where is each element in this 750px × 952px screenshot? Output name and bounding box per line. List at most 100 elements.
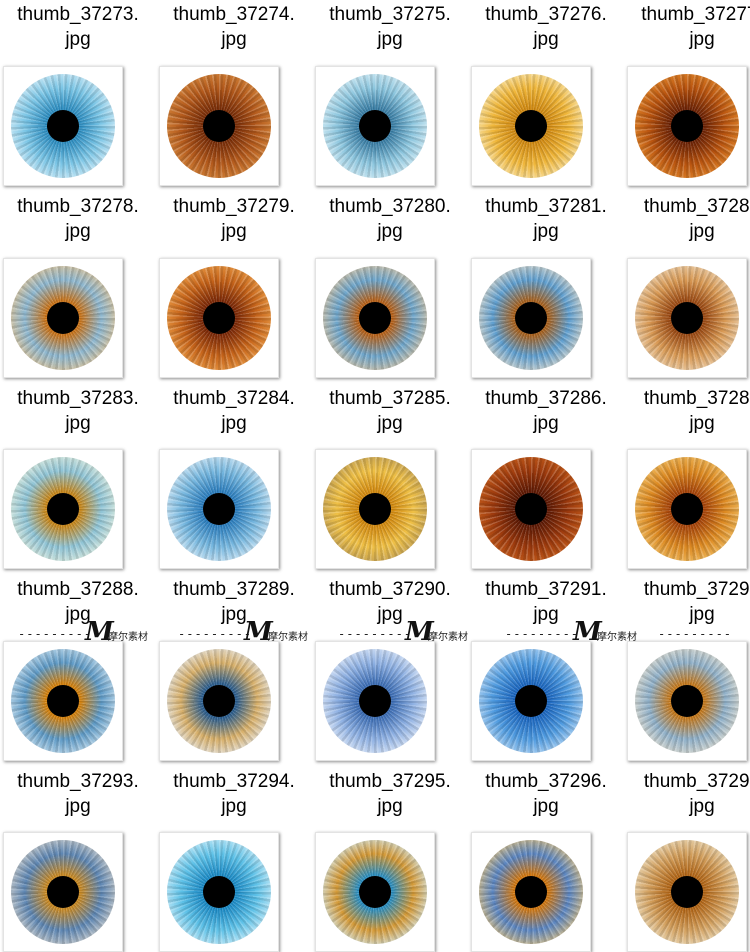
image-thumbnail[interactable]: [3, 641, 123, 761]
file-name-line1: thumb_37277.: [641, 4, 750, 25]
file-name-line2: jpg: [221, 29, 247, 50]
file-name-line2: jpg: [377, 221, 403, 242]
image-thumbnail[interactable]: [315, 832, 435, 952]
file-name-line1: thumb_37297: [643, 771, 750, 792]
pupil: [203, 493, 235, 525]
image-thumbnail[interactable]: [471, 641, 591, 761]
image-thumbnail[interactable]: [159, 832, 279, 952]
file-name-line2: jpg: [533, 604, 559, 625]
file-name-line2: jpg: [533, 796, 559, 817]
file-name-line2: jpg: [221, 796, 247, 817]
file-name-line1: thumb_37292: [643, 579, 750, 600]
pupil: [515, 876, 547, 908]
pupil: [515, 493, 547, 525]
file-name-line2: jpg: [533, 221, 559, 242]
pupil: [671, 110, 703, 142]
file-name-line1: thumb_37293.: [17, 771, 139, 792]
file-name-line1: thumb_37274.: [173, 4, 295, 25]
watermark-brand-text: 摩尔素材: [108, 632, 148, 643]
watermark-dashes: ---------: [505, 627, 580, 641]
file-name-line1: thumb_37280.: [329, 196, 451, 217]
image-thumbnail[interactable]: [315, 449, 435, 569]
pupil: [671, 685, 703, 717]
pupil: [47, 110, 79, 142]
pupil: [359, 110, 391, 142]
watermark-dashes: ---------: [178, 627, 253, 641]
image-thumbnail[interactable]: [315, 258, 435, 378]
file-name-line1: thumb_37281.: [485, 196, 607, 217]
pupil: [515, 302, 547, 334]
image-thumbnail[interactable]: [471, 258, 591, 378]
file-name-line1: thumb_37287: [643, 388, 750, 409]
image-thumbnail[interactable]: [627, 449, 747, 569]
watermark-brand-text: 摩尔素材: [268, 632, 308, 643]
pupil: [47, 302, 79, 334]
file-name-line1: thumb_37286.: [485, 388, 607, 409]
image-thumbnail[interactable]: [627, 832, 747, 952]
image-thumbnail[interactable]: [3, 258, 123, 378]
image-thumbnail[interactable]: [471, 449, 591, 569]
image-thumbnail[interactable]: [159, 258, 279, 378]
image-thumbnail[interactable]: [159, 66, 279, 186]
file-name-line1: thumb_37278.: [17, 196, 139, 217]
watermark-dashes: ---------: [658, 627, 733, 641]
file-name-line1: thumb_37275.: [329, 4, 451, 25]
pupil: [515, 685, 547, 717]
file-name-line2: jpg: [533, 413, 559, 434]
file-name-line2: jpg: [533, 29, 559, 50]
file-name-line2: jpg: [65, 221, 91, 242]
file-name-line1: thumb_37279.: [173, 196, 295, 217]
file-name-line1: thumb_37283.: [17, 388, 139, 409]
file-name-line1: thumb_37291.: [485, 579, 607, 600]
pupil: [671, 493, 703, 525]
image-thumbnail[interactable]: [627, 641, 747, 761]
image-thumbnail[interactable]: [159, 641, 279, 761]
image-thumbnail[interactable]: [471, 832, 591, 952]
pupil: [47, 876, 79, 908]
image-thumbnail[interactable]: [627, 258, 747, 378]
file-name-line2: jpg: [689, 796, 715, 817]
file-name-line2: jpg: [65, 604, 91, 625]
pupil: [359, 493, 391, 525]
file-name-line1: thumb_37276.: [485, 4, 607, 25]
watermark-dashes: ---------: [18, 627, 93, 641]
pupil: [515, 110, 547, 142]
watermark-logo: M: [85, 617, 114, 647]
file-name-line1: thumb_37290.: [329, 579, 451, 600]
file-name-line2: jpg: [689, 221, 715, 242]
pupil: [359, 302, 391, 334]
file-name-line2: jpg: [65, 796, 91, 817]
file-name-line2: jpg: [377, 604, 403, 625]
pupil: [47, 685, 79, 717]
file-name-line2: jpg: [221, 604, 247, 625]
file-name-line2: jpg: [377, 413, 403, 434]
image-thumbnail[interactable]: [159, 449, 279, 569]
file-name-line1: thumb_37282: [643, 196, 750, 217]
file-name-line2: jpg: [65, 29, 91, 50]
image-thumbnail[interactable]: [627, 66, 747, 186]
pupil: [203, 302, 235, 334]
image-thumbnail[interactable]: [3, 449, 123, 569]
image-thumbnail[interactable]: [3, 832, 123, 952]
image-thumbnail[interactable]: [3, 66, 123, 186]
file-name-line2: jpg: [377, 29, 403, 50]
file-name-line1: thumb_37284.: [173, 388, 295, 409]
file-name-line2: jpg: [689, 413, 715, 434]
file-name-line2: jpg: [221, 221, 247, 242]
pupil: [203, 685, 235, 717]
image-thumbnail[interactable]: [315, 66, 435, 186]
file-name-line1: thumb_37296.: [485, 771, 607, 792]
image-thumbnail[interactable]: [471, 66, 591, 186]
pupil: [671, 302, 703, 334]
file-name-line1: thumb_37289.: [173, 579, 295, 600]
pupil: [203, 110, 235, 142]
pupil: [359, 876, 391, 908]
watermark-logo: M: [573, 617, 602, 647]
file-name-line2: jpg: [221, 413, 247, 434]
file-name-line1: thumb_37285.: [329, 388, 451, 409]
image-thumbnail[interactable]: [315, 641, 435, 761]
pupil: [47, 493, 79, 525]
file-name-line2: jpg: [65, 413, 91, 434]
file-name-line1: thumb_37273.: [17, 4, 139, 25]
